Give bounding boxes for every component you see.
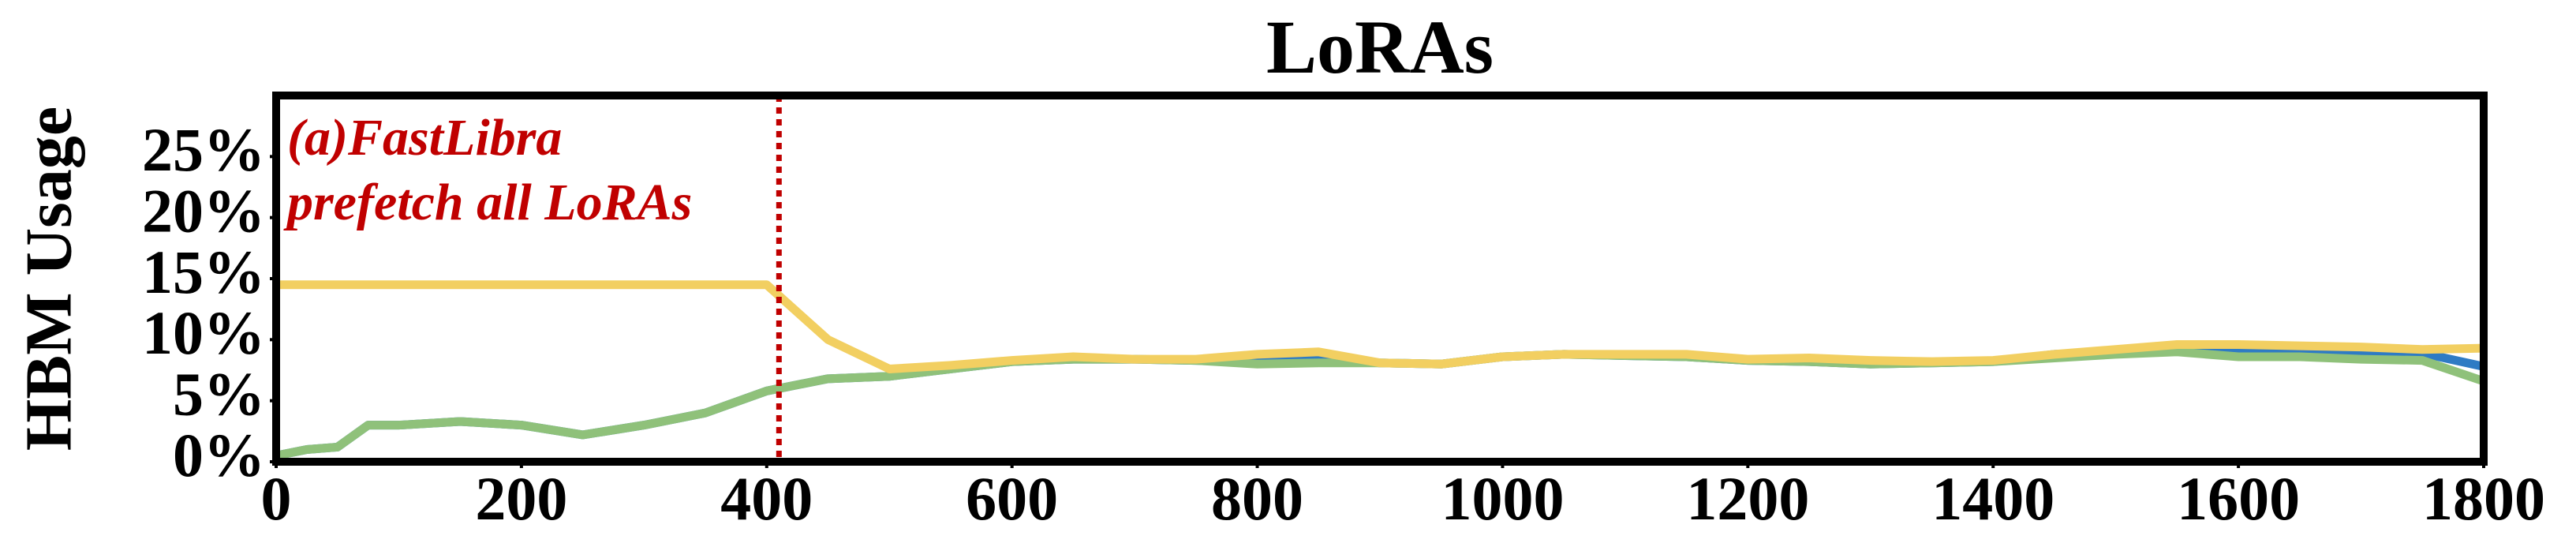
chart-title: LoRAs [1266,5,1494,89]
y-tick-label: 20% [142,177,265,245]
y-tick-label: 5% [173,360,265,429]
y-tick-label: 0% [173,421,265,489]
x-tick-label: 0 [261,464,292,533]
y-tick-label: 10% [142,298,265,367]
x-tick-label: 400 [720,464,813,533]
y-tick-label: 15% [142,238,265,306]
x-tick-label: 1200 [1686,464,1809,533]
y-tick-label: 25% [142,115,265,184]
annotation: (a)FastLibra [287,109,562,167]
x-tick-label: 1800 [2422,464,2545,533]
x-tick-label: 1400 [1931,464,2054,533]
series-line [275,347,2485,460]
x-tick-label: 800 [1211,464,1303,533]
y-axis-label: HBM Usage [12,107,85,451]
annotation: prefetch all LoRAs [283,174,692,231]
series-line [276,280,2484,373]
x-tick-label: 1600 [2177,464,2300,533]
x-tick-label: 600 [966,464,1058,533]
plot-frame [272,92,2488,466]
x-tick-label: 1000 [1441,464,1564,533]
x-tick-label: 200 [475,464,567,533]
